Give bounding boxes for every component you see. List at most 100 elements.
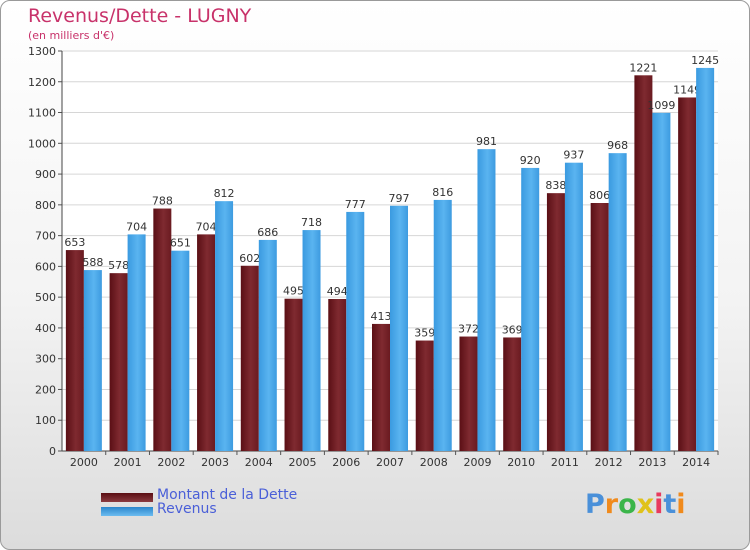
data-label-revenue: 651 [170,237,191,250]
x-tick-label: 2000 [70,456,98,469]
bar-debt [65,250,84,451]
data-label-debt: 494 [327,285,348,298]
data-label-debt: 806 [589,189,610,202]
x-tick-label: 2006 [332,456,360,469]
bar-revenue [477,149,496,451]
bar-debt [634,75,653,452]
bar-revenue [83,270,102,451]
x-tick-label: 2003 [201,456,229,469]
legend-swatch-debt [101,493,153,502]
y-tick-label: 1000 [28,137,56,150]
bar-debt [678,97,697,451]
chart-subtitle: (en milliers d'€) [28,29,115,42]
bar-revenue [696,67,715,451]
data-label-revenue: 1245 [691,54,719,67]
bar-debt [372,323,390,451]
y-tick-label: 1100 [28,107,56,120]
x-tick-label: 2013 [638,456,666,469]
legend-swatch-revenue [101,507,153,516]
logo-letter: r [604,489,619,520]
y-tick-label: 800 [35,199,56,212]
bar-revenue [171,250,190,451]
logo-letter: o [618,489,637,520]
data-label-revenue: 704 [126,220,147,233]
data-label-revenue: 812 [214,187,235,200]
bar-revenue [390,205,408,451]
x-tick-label: 2012 [595,456,623,469]
bar-revenue [521,167,540,451]
bar-debt [590,203,609,451]
logo-letter: i [676,489,686,520]
x-tick-label: 2004 [245,456,273,469]
bar-debt [284,298,303,451]
data-label-revenue: 588 [82,256,103,269]
data-label-revenue: 777 [345,198,366,211]
bar-debt [197,234,216,451]
bar-debt [109,273,128,451]
data-label-revenue: 981 [476,135,497,148]
y-tick-label: 1300 [28,45,56,58]
y-tick-label: 900 [35,168,56,181]
x-tick-label: 2005 [289,456,317,469]
bar-revenue [302,230,321,451]
y-tick-label: 700 [35,230,56,243]
data-label-debt: 413 [371,310,392,323]
y-tick-label: 200 [35,383,56,396]
data-label-debt: 788 [152,195,173,208]
data-label-debt: 653 [64,236,85,249]
bar-revenue [564,162,583,451]
y-tick-label: 100 [35,414,56,427]
data-label-revenue: 718 [301,216,322,229]
data-label-revenue: 816 [432,186,453,199]
data-label-revenue: 937 [563,149,584,162]
data-label-revenue: 797 [389,192,410,205]
data-label-revenue: 1099 [647,99,675,112]
bar-debt [153,208,172,451]
bar-revenue [652,112,671,451]
y-tick-label: 500 [35,291,56,304]
data-label-debt: 1221 [629,61,657,74]
x-tick-label: 2010 [507,456,535,469]
logo-letter: t [663,489,677,520]
y-tick-label: 600 [35,260,56,273]
bar-revenue [346,211,365,451]
bar-revenue [215,201,234,451]
bar-debt [546,193,565,451]
x-tick-label: 2002 [157,456,185,469]
data-label-debt: 602 [239,252,260,265]
data-label-debt: 372 [458,323,479,336]
data-label-debt: 838 [545,179,566,192]
data-label-revenue: 686 [257,226,278,239]
bar-debt [503,337,522,451]
x-tick-label: 2001 [114,456,142,469]
chart-title: Revenus/Dette - LUGNY [28,5,252,27]
y-tick-label: 1200 [28,76,56,89]
x-tick-label: 2007 [376,456,404,469]
data-label-debt: 495 [283,285,304,298]
bar-debt [459,336,478,451]
bar-debt [328,299,347,451]
data-label-debt: 369 [502,323,523,336]
bar-revenue [433,199,452,451]
data-label-debt: 578 [108,259,129,272]
y-tick-label: 400 [35,322,56,335]
bar-revenue [258,239,277,451]
bar-revenue [127,234,146,451]
x-tick-label: 2008 [420,456,448,469]
logo-letter: P [585,489,605,520]
bar-debt [240,265,259,451]
bar-debt [415,340,434,451]
bar-revenue [608,153,627,451]
data-label-revenue: 920 [520,154,541,167]
legend-label-debt: Montant de la Dette [157,487,298,503]
data-label-debt: 1149 [673,83,701,96]
logo-letter: i [654,489,664,520]
proxiti-logo: Proxiti [585,489,686,520]
data-label-debt: 359 [414,327,435,340]
logo-letter: x [636,489,655,520]
x-tick-label: 2009 [463,456,491,469]
legend-label-revenue: Revenus [157,501,217,517]
y-tick-label: 0 [49,445,56,458]
